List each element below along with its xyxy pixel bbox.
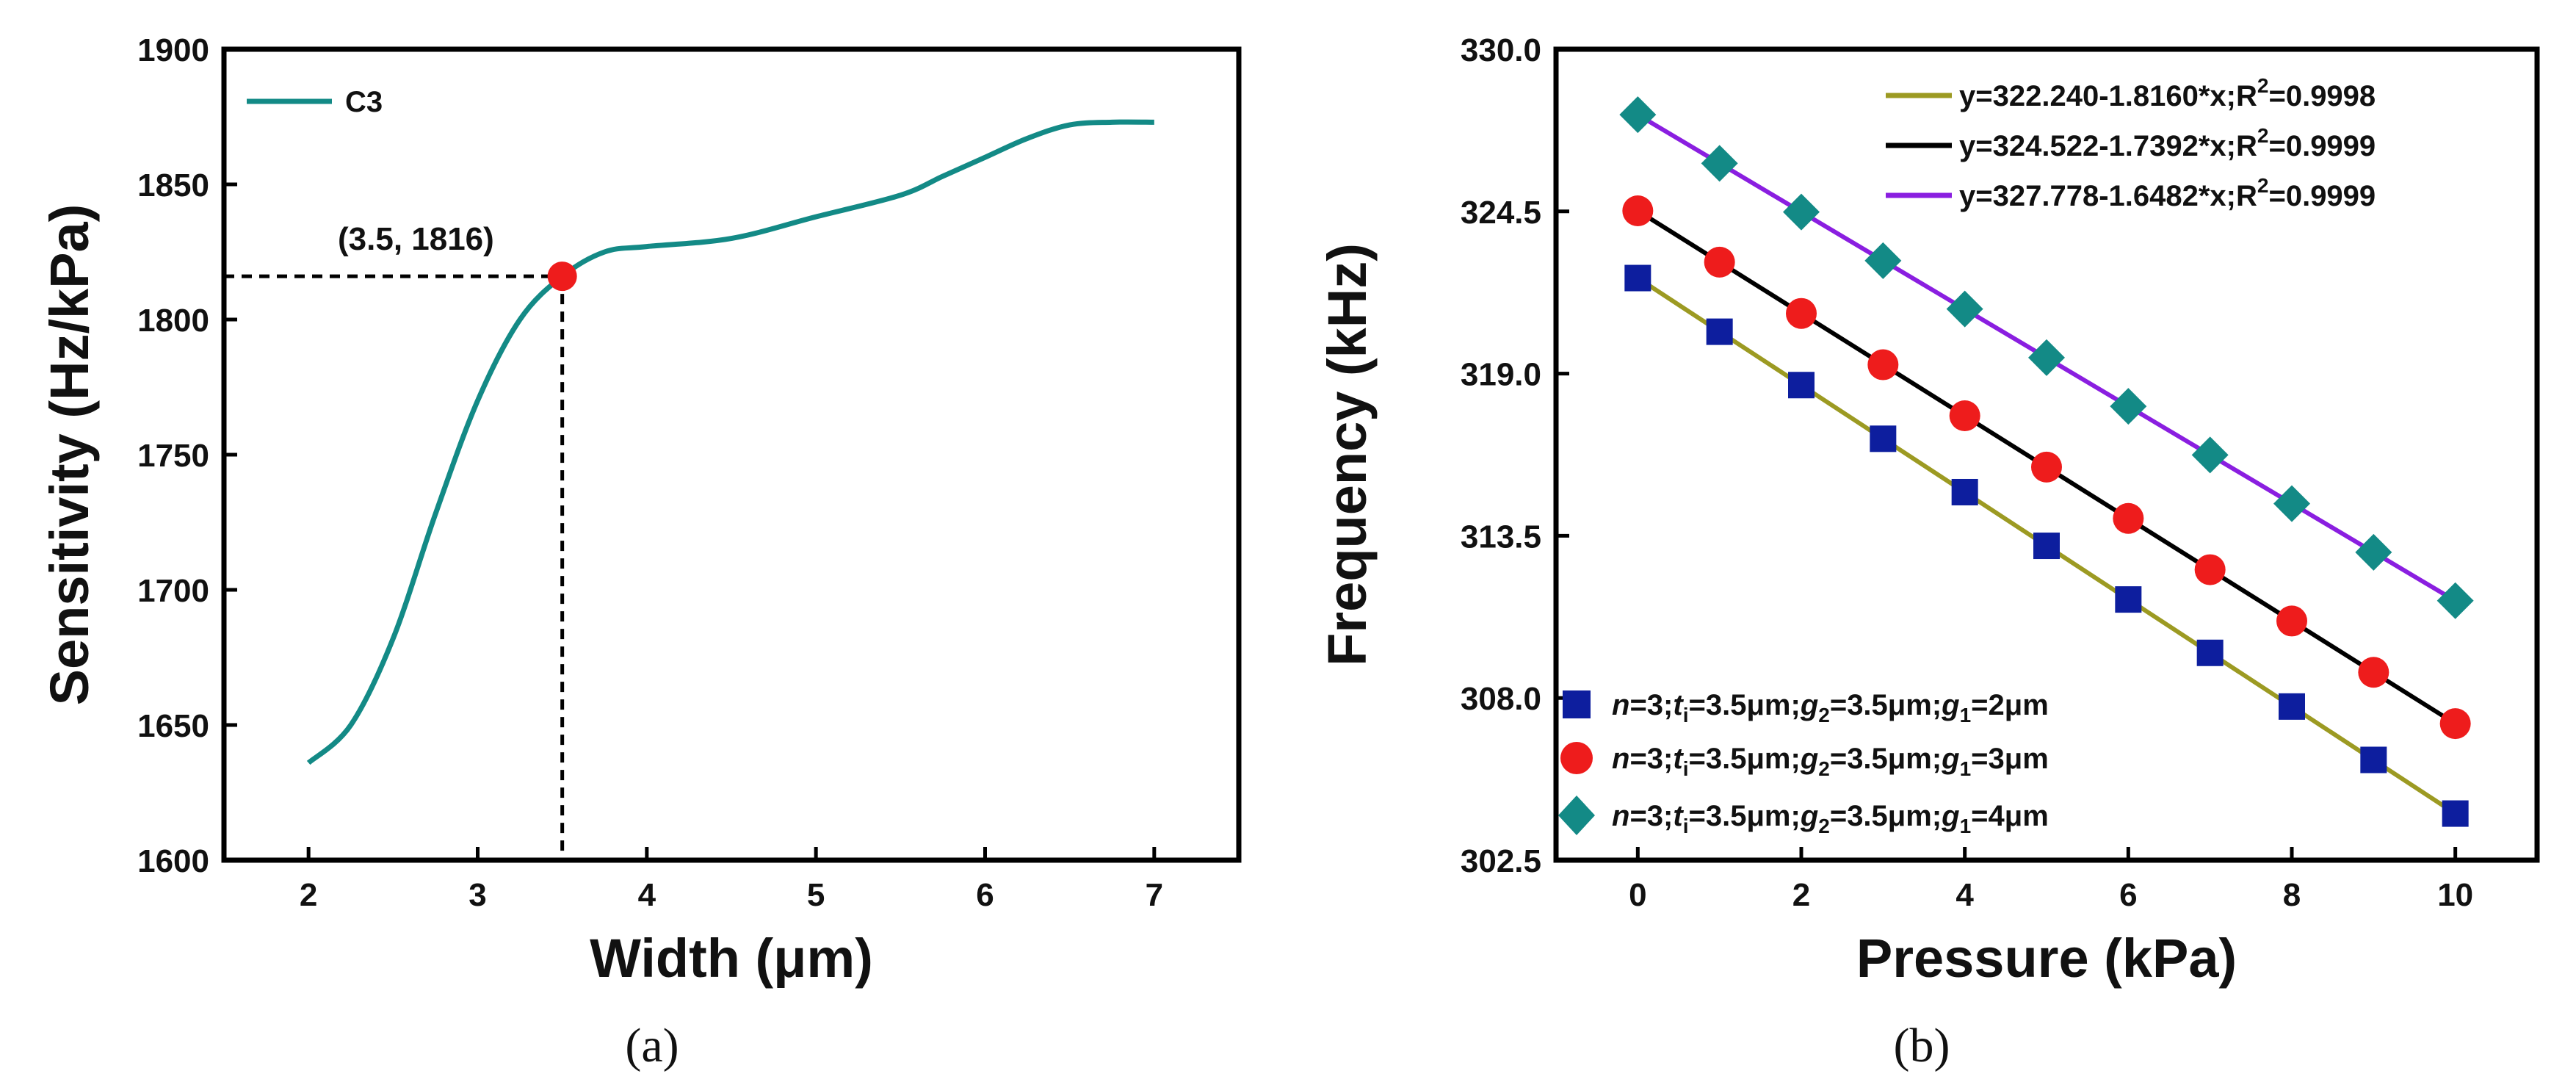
- y-tick-label: 1600: [137, 843, 209, 879]
- diamond-marker: [1783, 193, 1820, 231]
- chart-b-marker-legend: n=3;ti=3.5μm;g2=3.5μm;g1=2μm n=3;ti=3.5μ…: [1558, 689, 2049, 837]
- chart-a-y-axis-title: Sensitivity (Hz/kPa): [39, 204, 100, 706]
- y-tick-label: 330.0: [1461, 32, 1541, 68]
- circle-marker: [2276, 605, 2307, 637]
- chart-b-y-ticks: 302.5 308.0 313.5 319.0 324.5 330.0: [1461, 32, 1569, 879]
- x-tick-label: 4: [1955, 877, 1974, 913]
- diamond-marker: [2028, 339, 2065, 376]
- circle-marker: [2031, 451, 2062, 483]
- square-marker: [2360, 746, 2387, 773]
- chart-a-series: [306, 119, 1154, 765]
- chart-a-y-ticks: 1600 1650 1700 1750 1800 1850 1900: [137, 32, 237, 879]
- x-tick-label: 6: [2119, 877, 2137, 913]
- y-tick-label: 1650: [137, 708, 209, 744]
- diamond-marker: [1701, 145, 1738, 182]
- y-tick-label: 1900: [137, 32, 209, 68]
- diamond-marker: [1619, 96, 1657, 134]
- x-tick-label: 6: [976, 877, 994, 913]
- highlight-point: [547, 262, 577, 292]
- diamond-marker: [2273, 485, 2310, 522]
- y-tick-label: 302.5: [1461, 843, 1541, 879]
- x-tick-label: 3: [468, 877, 486, 913]
- square-marker: [2442, 800, 2469, 827]
- circle-marker: [2113, 502, 2144, 534]
- chart-b-panel-label: (b): [1894, 1019, 1950, 1072]
- circle-marker: [1867, 349, 1899, 380]
- x-tick-label: 0: [1629, 877, 1646, 913]
- chart-b-plot-frame: [1553, 46, 2540, 863]
- chart-a-x-ticks: 2 3 4 5 6 7: [300, 847, 1163, 913]
- chart-a-plot-frame: [221, 46, 1242, 863]
- chart-b-x-ticks: 0 2 4 6 8 10: [1629, 847, 2473, 913]
- square-marker: [2115, 586, 2142, 613]
- y-tick-label: 1750: [137, 438, 209, 474]
- marker-legend-label-3: n=3;ti=3.5μm;g2=3.5μm;g1=4μm: [1612, 800, 2049, 837]
- chart-b: 302.5 308.0 313.5 319.0 324.5 330.0 0 2 4 6 8 10 y…: [1317, 32, 2540, 1072]
- fit-legend-label-2: y=324.522-1.7392*x;R2=0.9999: [1959, 124, 2376, 162]
- chart-b-markers: [1619, 96, 2474, 827]
- circle-marker: [1786, 297, 1817, 329]
- diamond-marker: [1946, 290, 1983, 328]
- circle-marker: [2358, 657, 2389, 688]
- square-marker: [2033, 533, 2060, 560]
- chart-b-fit-legend: y=322.240-1.8160*x;R2=0.9998 y=324.522-1…: [1886, 74, 2376, 212]
- square-marker: [1624, 264, 1651, 292]
- y-tick-label: 308.0: [1461, 681, 1541, 717]
- chart-b-y-axis-title: Frequency (kHz): [1317, 243, 1378, 666]
- x-tick-label: 2: [300, 877, 317, 913]
- y-tick-label: 1800: [137, 303, 209, 339]
- x-tick-label: 4: [638, 877, 656, 913]
- chart-a-x-axis-title: Width (μm): [590, 928, 873, 989]
- diamond-marker: [2191, 436, 2229, 474]
- marker-legend-label-1: n=3;ti=3.5μm;g2=3.5μm;g1=2μm: [1612, 689, 2049, 726]
- y-tick-label: 324.5: [1461, 195, 1541, 231]
- chart-b-x-axis-title: Pressure (kPa): [1856, 928, 2237, 989]
- y-tick-label: 1850: [137, 167, 209, 203]
- circle-marker: [1622, 195, 1654, 226]
- circle-marker: [2439, 708, 2471, 740]
- marker-legend-circle: [1560, 742, 1593, 774]
- chart-a-highlight-label: (3.5, 1816): [338, 221, 494, 257]
- diamond-marker: [2355, 533, 2392, 571]
- chart-a-guide-lines: [224, 274, 565, 860]
- fit-legend-label-1: y=322.240-1.8160*x;R2=0.9998: [1959, 74, 2376, 112]
- square-marker: [2196, 639, 2224, 666]
- marker-legend-label-2: n=3;ti=3.5μm;g2=3.5μm;g1=3μm: [1612, 743, 2049, 780]
- x-tick-label: 8: [2283, 877, 2301, 913]
- circle-marker: [1949, 400, 1980, 432]
- x-tick-label: 7: [1146, 877, 1163, 913]
- fit-legend-label-3: y=327.778-1.6482*x;R2=0.9999: [1959, 174, 2376, 212]
- square-marker: [1870, 425, 1897, 452]
- chart-a: 1600 1650 1700 1750 1800 1850 1900 2 3 4 5 6 7 C3 (…: [39, 32, 1242, 1072]
- marker-legend-square: [1563, 690, 1591, 718]
- diamond-marker: [2110, 388, 2147, 425]
- circle-marker: [2194, 554, 2226, 585]
- x-tick-label: 2: [1792, 877, 1810, 913]
- y-tick-label: 313.5: [1461, 519, 1541, 555]
- diamond-marker: [1864, 242, 1902, 279]
- chart-a-legend-label: C3: [345, 86, 383, 118]
- chart-a-panel-label: (a): [625, 1019, 679, 1072]
- square-marker: [1788, 372, 1815, 399]
- x-tick-label: 5: [807, 877, 825, 913]
- circle-marker: [1704, 246, 1735, 278]
- square-marker: [1951, 478, 1978, 505]
- diamond-marker: [2436, 582, 2474, 619]
- square-marker: [2279, 693, 2305, 720]
- y-tick-label: 319.0: [1461, 357, 1541, 393]
- series-line-c3: [306, 119, 1154, 765]
- y-tick-label: 1700: [137, 573, 209, 609]
- marker-legend-diamond: [1558, 796, 1595, 835]
- x-tick-label: 10: [2437, 877, 2473, 913]
- square-marker: [1706, 318, 1733, 345]
